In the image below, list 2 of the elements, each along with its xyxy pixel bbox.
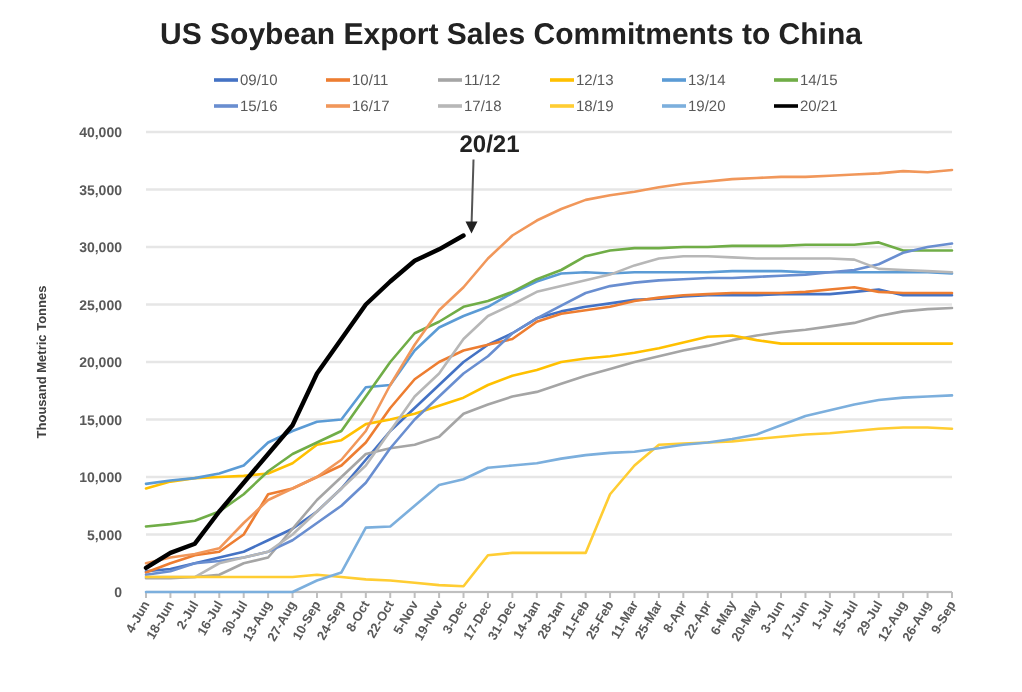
chart-title: US Soybean Export Sales Commitments to China (160, 18, 864, 52)
annotation: 20/21 (459, 129, 521, 158)
